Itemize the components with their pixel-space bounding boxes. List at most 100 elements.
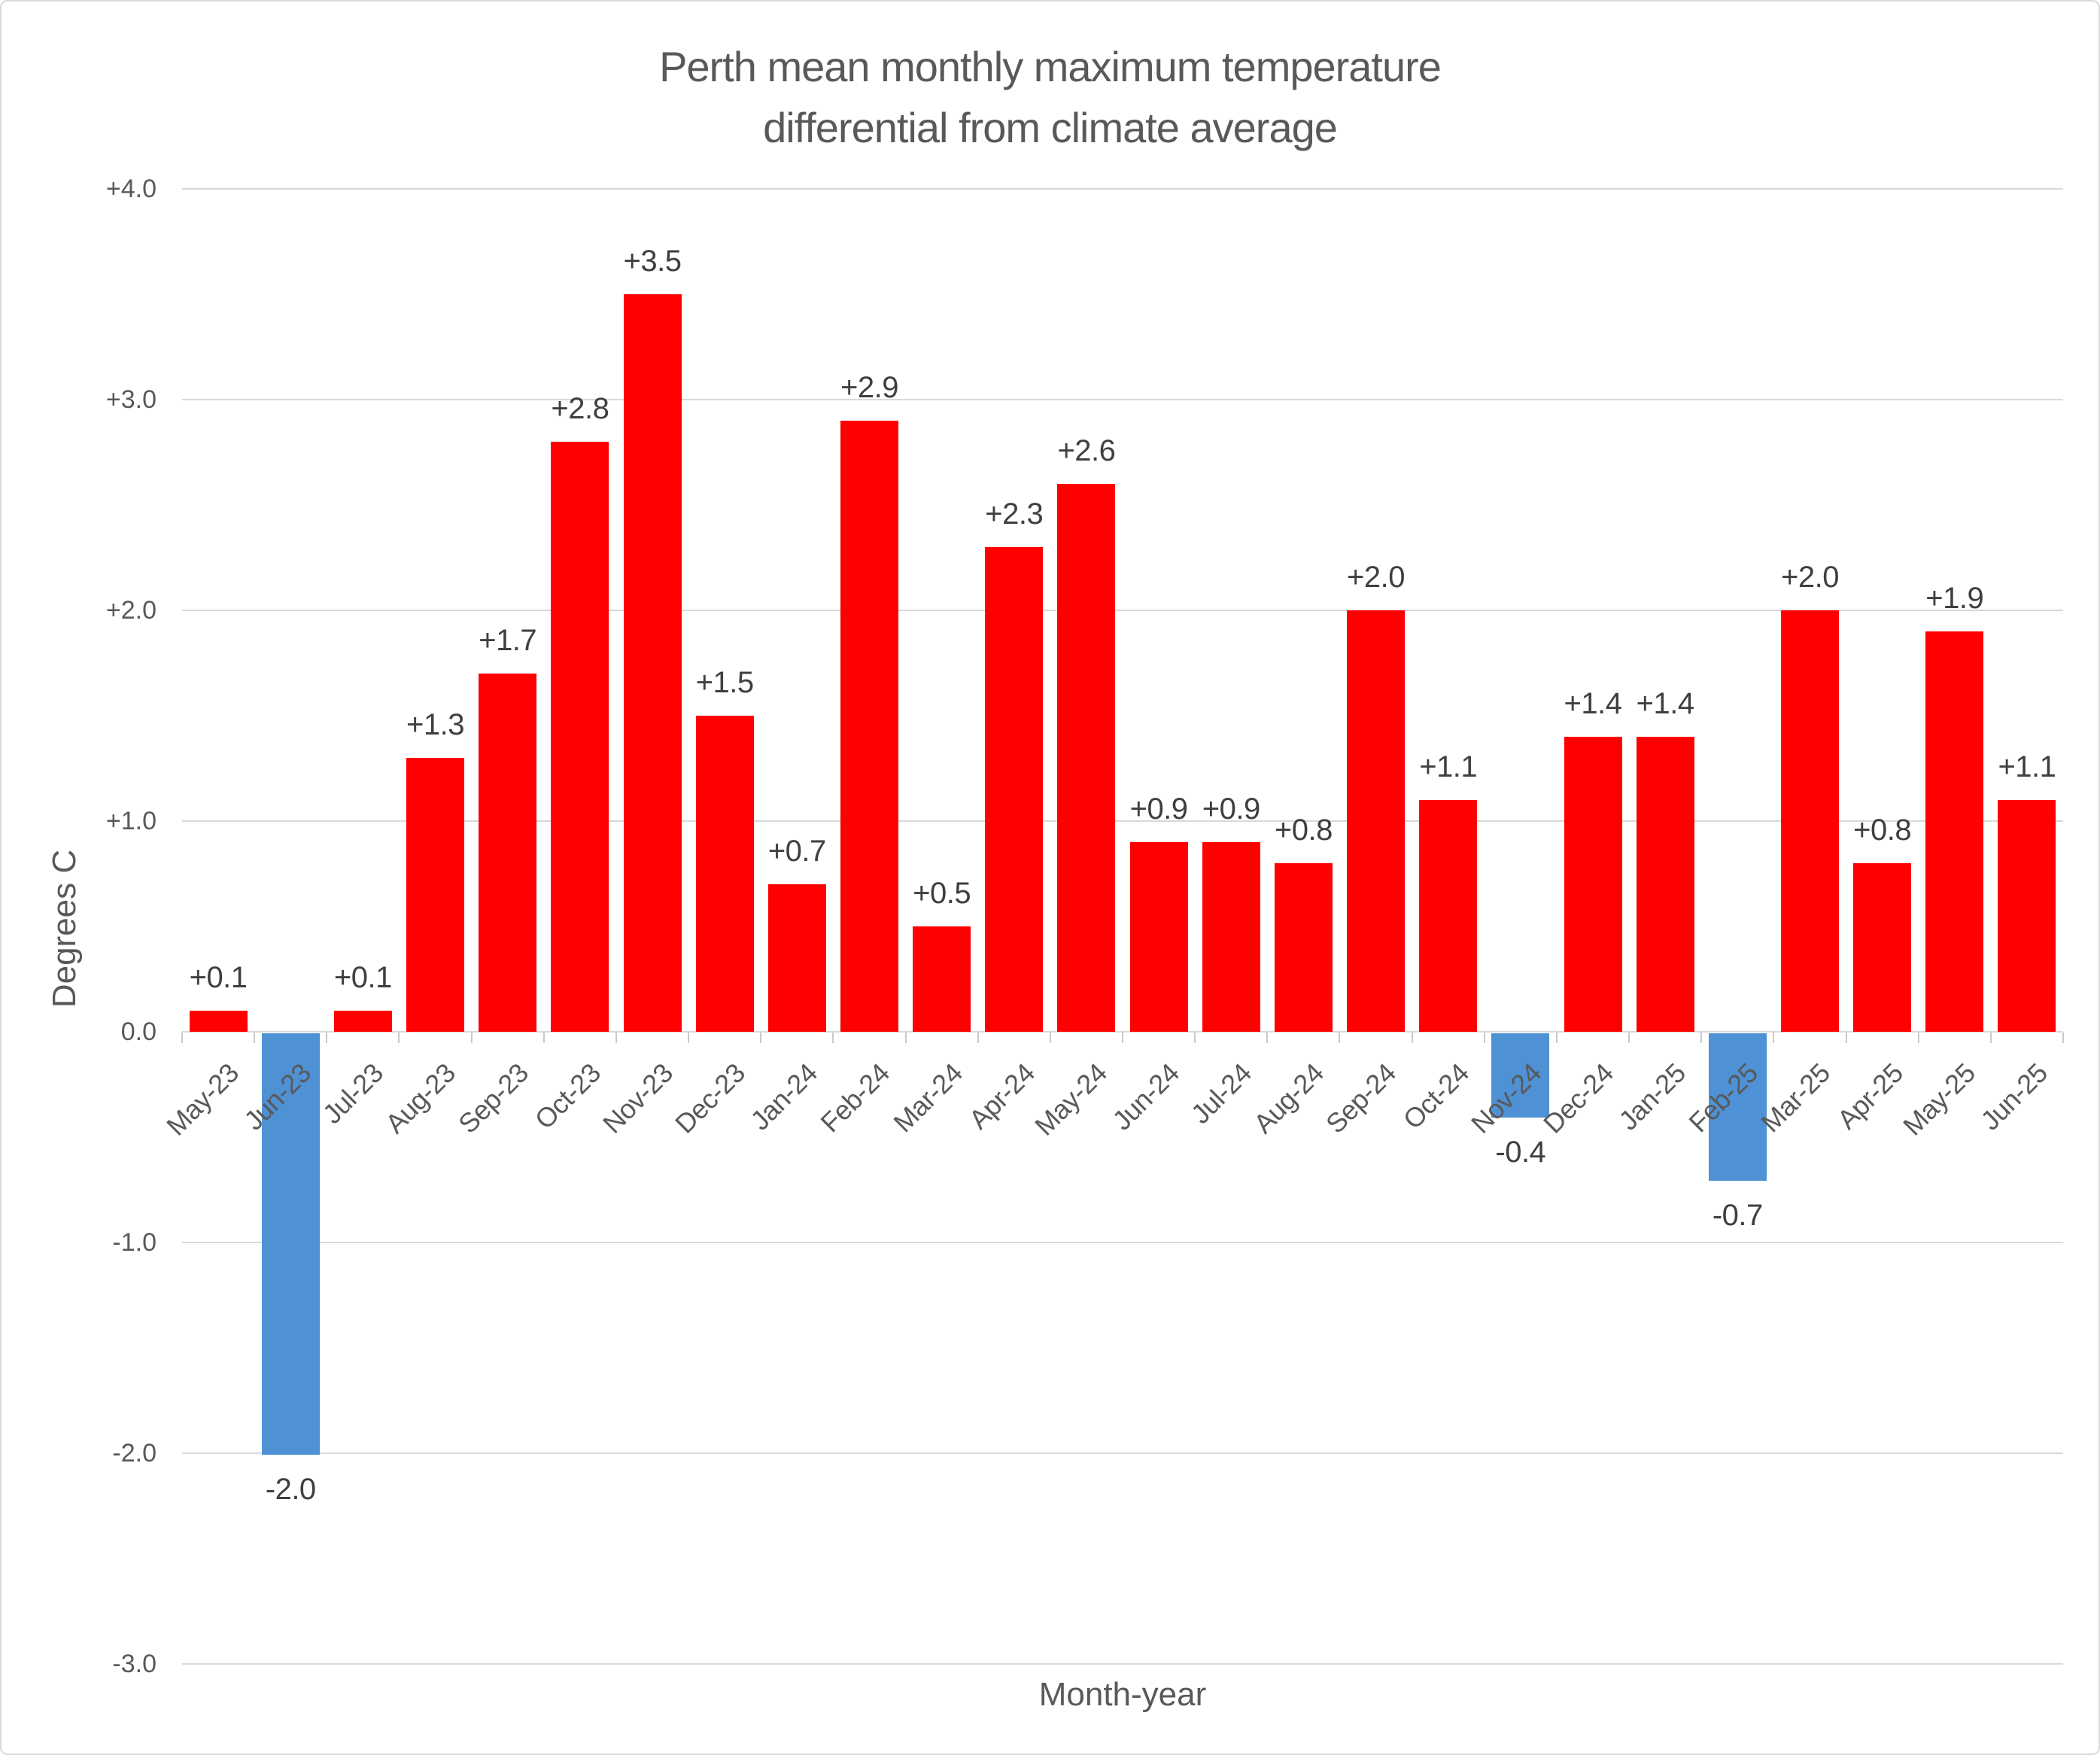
bar: [695, 716, 754, 1032]
x-tick-label: Aug-24: [1248, 1057, 1330, 1139]
bar: [1347, 610, 1406, 1032]
x-tick-label: Apr-25: [1831, 1057, 1909, 1136]
y-tick-label: +1.0: [105, 807, 157, 835]
bar: [1202, 842, 1260, 1032]
axis-tick: [1122, 1033, 1123, 1043]
bar-data-label: -2.0: [265, 1473, 316, 1506]
axis-tick: [1917, 1033, 1919, 1043]
chart-title: Perth mean monthly maximum temperature d…: [2, 36, 2098, 158]
x-tick-label: Dec-24: [1536, 1057, 1619, 1139]
y-tick-label: +3.0: [105, 385, 157, 414]
bar: [623, 294, 682, 1032]
bar: [261, 1033, 320, 1455]
bar-data-label: +1.1: [1998, 750, 2056, 783]
gridline: [182, 610, 2063, 611]
axis-tick: [904, 1033, 907, 1043]
x-tick-label: Apr-24: [962, 1057, 1041, 1136]
axis-tick: [542, 1033, 545, 1043]
axis-tick: [1628, 1033, 1630, 1043]
axis-tick: [1049, 1033, 1051, 1043]
y-tick-label: 0.0: [120, 1017, 157, 1046]
bar-data-label: +0.1: [333, 961, 392, 994]
bar: [1998, 800, 2056, 1032]
bar-data-label: +1.4: [1564, 687, 1622, 720]
bar: [1129, 842, 1188, 1032]
axis-tick: [688, 1033, 690, 1043]
bar: [1564, 737, 1622, 1032]
bar: [1853, 863, 1912, 1032]
chart-title-line2: differential from climate average: [763, 104, 1338, 152]
gridline: [182, 1452, 2063, 1454]
bar-data-label: +0.5: [913, 877, 971, 910]
bar-data-label: +1.1: [1419, 750, 1478, 783]
bar-data-label: +0.8: [1853, 814, 1912, 847]
bar: [1925, 631, 1984, 1032]
axis-tick: [1483, 1033, 1485, 1043]
x-tick-label: Mar-24: [886, 1057, 968, 1139]
y-tick-label: -2.0: [112, 1439, 157, 1468]
bar: [985, 547, 1044, 1032]
bar: [1491, 1033, 1550, 1118]
axis-tick: [398, 1033, 400, 1043]
axis-tick: [832, 1033, 834, 1043]
axis-tick: [254, 1033, 256, 1043]
x-tick-label: Jul-23: [317, 1057, 390, 1130]
x-tick-label: Feb-24: [814, 1057, 896, 1139]
axis-tick: [1266, 1033, 1269, 1043]
y-tick-label: +2.0: [105, 596, 157, 625]
axis-tick: [977, 1033, 979, 1043]
x-tick-label: May-24: [1029, 1057, 1113, 1142]
y-tick-label: -1.0: [112, 1228, 157, 1257]
bar-data-label: +0.9: [1129, 792, 1188, 826]
bar-data-label: +0.9: [1202, 792, 1260, 826]
axis-tick: [1339, 1033, 1341, 1043]
bar: [551, 442, 609, 1032]
bar-data-label: +1.3: [406, 708, 465, 741]
axis-tick: [1773, 1033, 1775, 1043]
gridline: [182, 1031, 2063, 1033]
axis-tick: [1845, 1033, 1847, 1043]
bar-data-label: +2.9: [840, 371, 898, 404]
bar-data-label: +0.8: [1274, 814, 1333, 847]
bar: [1708, 1033, 1767, 1181]
gridline: [182, 1663, 2063, 1665]
bar-data-label: +1.4: [1636, 687, 1694, 720]
y-tick-label: -3.0: [112, 1650, 157, 1678]
x-tick-label: Mar-25: [1755, 1057, 1837, 1139]
y-tick-label: +4.0: [105, 175, 157, 203]
axis-tick: [1555, 1033, 1558, 1043]
x-tick-label: Sep-23: [451, 1057, 534, 1139]
gridline: [182, 399, 2063, 400]
axis-tick: [470, 1033, 473, 1043]
bar: [767, 884, 826, 1032]
axis-tick: [615, 1033, 617, 1043]
bar-data-label: +2.6: [1057, 434, 1116, 467]
x-tick-label: Sep-24: [1320, 1057, 1403, 1139]
bar: [1419, 800, 1478, 1032]
bar-data-label: +0.7: [767, 835, 826, 868]
x-tick-label: Aug-23: [379, 1057, 462, 1139]
x-tick-label: May-25: [1896, 1057, 1981, 1142]
axis-tick: [760, 1033, 762, 1043]
bar: [913, 926, 971, 1032]
bar-data-label: +2.3: [985, 497, 1044, 531]
x-tick-label: Oct-24: [1396, 1057, 1475, 1136]
x-axis-title: Month-year: [1038, 1676, 1207, 1713]
x-tick-label: Jan-25: [1612, 1057, 1692, 1136]
axis-tick: [2062, 1033, 2064, 1043]
bar: [1780, 610, 1839, 1032]
x-tick-label: Jan-24: [744, 1057, 824, 1136]
bar-data-label: +3.5: [623, 245, 682, 278]
bar: [1057, 484, 1116, 1032]
axis-tick: [1989, 1033, 1992, 1043]
bar: [333, 1011, 392, 1032]
axis-tick: [1411, 1033, 1413, 1043]
axis-tick: [326, 1033, 328, 1043]
x-tick-label: Jun-24: [1106, 1057, 1185, 1136]
bar-data-label: +0.1: [189, 961, 248, 994]
x-tick-label: Nov-23: [596, 1057, 679, 1139]
bar-data-label: -0.7: [1712, 1199, 1763, 1232]
bar-data-label: +1.9: [1925, 582, 1984, 615]
